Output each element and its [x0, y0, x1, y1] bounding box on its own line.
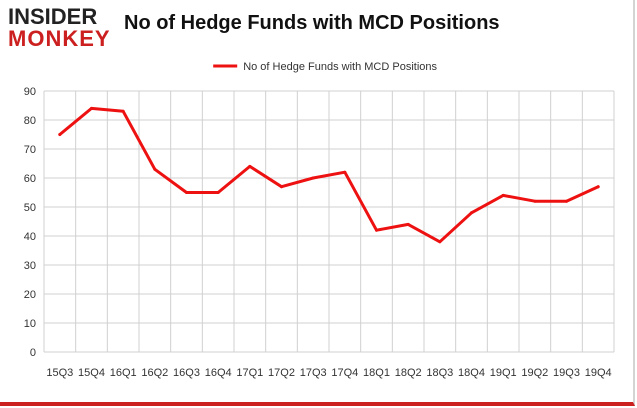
data-point [565, 199, 568, 203]
x-tick-label: 15Q4 [78, 367, 105, 379]
data-point [153, 167, 157, 171]
data-point [596, 185, 600, 189]
y-tick-label: 40 [24, 231, 36, 243]
x-tick-label: 18Q3 [426, 367, 453, 379]
data-point [185, 191, 188, 194]
legend-label: No of Hedge Funds with MCD Positions [243, 61, 437, 73]
data-point [248, 164, 252, 168]
y-tick-label: 10 [24, 318, 36, 330]
data-point [406, 222, 410, 226]
data-point [280, 185, 283, 189]
data-point [90, 106, 93, 110]
y-tick-label: 20 [24, 289, 36, 301]
data-point [501, 193, 505, 197]
x-tick-label: 19Q3 [553, 367, 580, 379]
x-tick-label: 17Q2 [268, 367, 295, 379]
y-tick-label: 70 [24, 144, 36, 156]
chart-title: No of Hedge Funds with MCD Positions [124, 12, 500, 34]
data-point [58, 133, 62, 136]
x-tick-label: 15Q3 [46, 367, 73, 379]
logo-text-monkey: MONKEY [8, 26, 111, 51]
y-tick-label: 30 [24, 260, 36, 272]
y-tick-label: 50 [24, 202, 36, 214]
x-tick-label: 18Q4 [458, 367, 485, 379]
x-tick-label: 16Q1 [110, 367, 137, 379]
y-tick-label: 0 [30, 347, 36, 359]
x-tick-label: 18Q1 [363, 367, 390, 379]
x-tick-label: 19Q1 [490, 367, 517, 379]
x-tick-label: 17Q3 [300, 367, 327, 379]
data-point [343, 170, 347, 174]
logo-text-insider: INSIDER [8, 4, 98, 29]
y-tick-label: 90 [24, 86, 36, 98]
data-point [438, 240, 442, 244]
insider-monkey-logo: INSIDER MONKEY [4, 6, 120, 50]
series-line [58, 106, 600, 244]
x-tick-label: 19Q2 [521, 367, 548, 379]
x-tick-label: 19Q4 [585, 367, 612, 379]
x-tick-label: 18Q2 [395, 367, 422, 379]
data-point [311, 176, 315, 180]
data-point [121, 109, 125, 113]
x-tick-label: 16Q2 [141, 367, 168, 379]
data-point [375, 228, 378, 232]
x-tick-label: 17Q1 [236, 367, 263, 379]
x-tick-label: 16Q4 [205, 367, 232, 379]
data-point [533, 199, 537, 203]
data-point [216, 191, 220, 194]
y-tick-label: 80 [24, 115, 36, 127]
x-tick-label: 17Q4 [331, 367, 358, 379]
x-tick-label: 16Q3 [173, 367, 200, 379]
y-tick-label: 60 [24, 173, 36, 185]
data-point [470, 211, 473, 215]
